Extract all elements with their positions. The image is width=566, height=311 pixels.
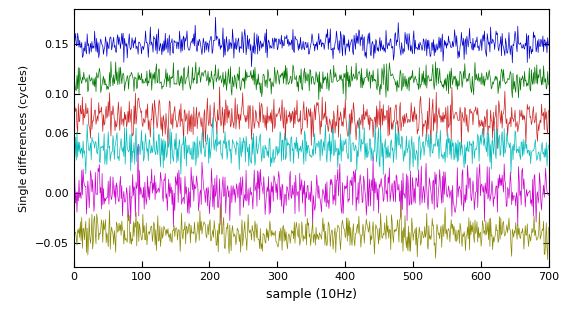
Y-axis label: Single differences (cycles): Single differences (cycles) [19,65,29,212]
X-axis label: sample (10Hz): sample (10Hz) [266,288,357,301]
